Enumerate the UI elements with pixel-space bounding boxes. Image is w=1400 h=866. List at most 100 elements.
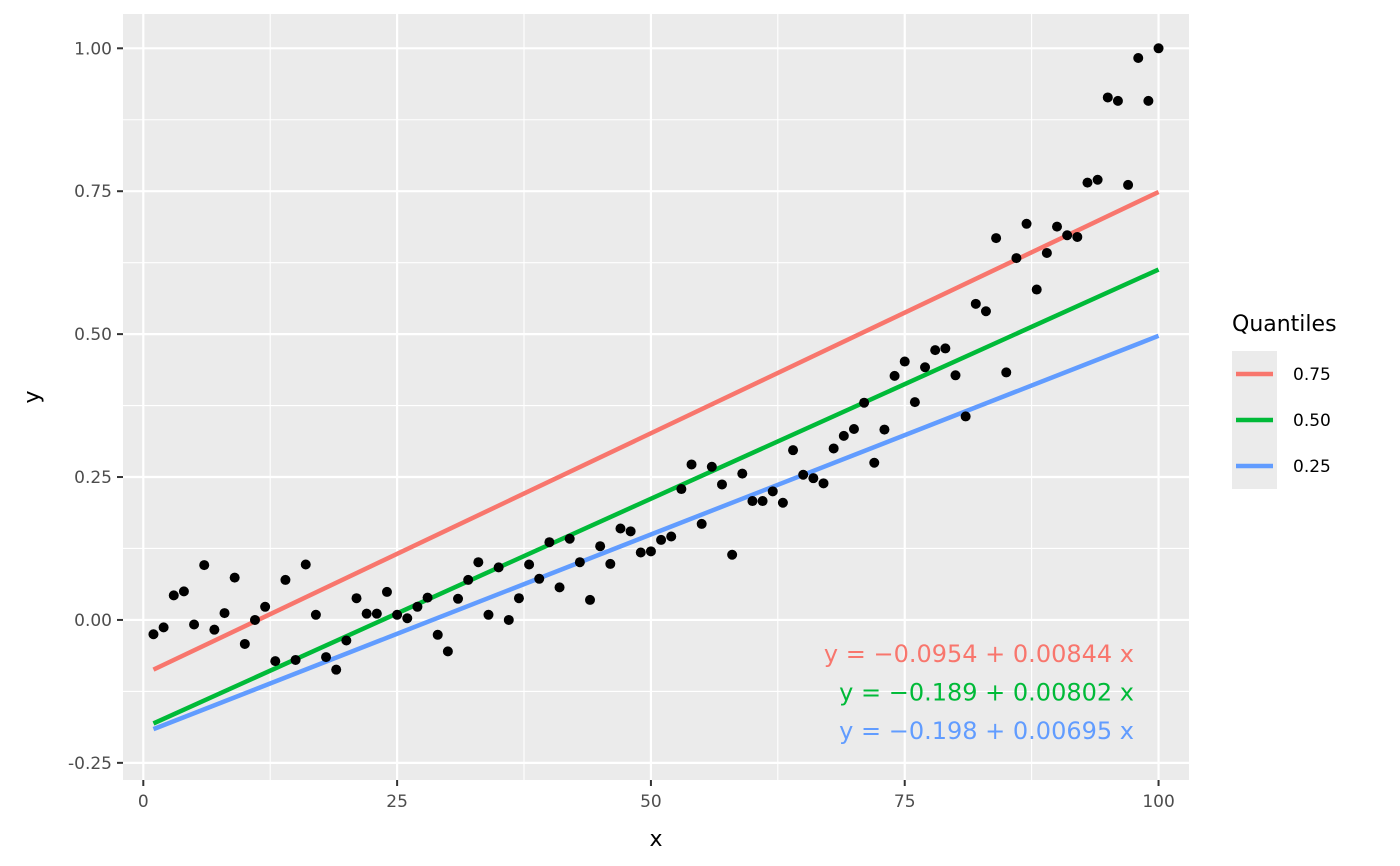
data-point	[310, 609, 321, 620]
data-point	[828, 443, 839, 454]
data-point	[178, 586, 189, 597]
y-axis-title: y	[20, 390, 45, 403]
legend-title: Quantiles	[1232, 312, 1337, 337]
data-point	[392, 609, 403, 620]
data-point	[402, 613, 413, 624]
data-point	[635, 547, 646, 558]
data-point	[371, 608, 382, 619]
x-tick-label: 100	[1142, 792, 1174, 812]
data-point	[249, 614, 260, 625]
data-point	[656, 534, 667, 545]
data-point	[219, 608, 230, 619]
data-point	[605, 558, 616, 569]
data-point	[818, 478, 829, 489]
data-point	[970, 298, 981, 309]
minor-gridlines	[123, 14, 1189, 780]
data-point	[645, 546, 656, 557]
data-point	[1052, 221, 1063, 232]
equation-labels: y = −0.0954 + 0.00844 x y = −0.189 + 0.00…	[824, 640, 1134, 745]
data-point	[1041, 247, 1052, 258]
data-point	[706, 461, 717, 472]
data-point	[696, 518, 707, 529]
data-point	[1072, 231, 1083, 242]
data-point	[676, 484, 687, 495]
quantile-line-0.75	[152, 189, 1160, 672]
data-point	[889, 370, 900, 381]
data-point	[625, 526, 636, 537]
data-point	[615, 523, 626, 534]
data-point	[737, 468, 748, 479]
data-point	[1082, 177, 1093, 188]
x-axis-title: x	[649, 827, 662, 852]
data-point	[747, 496, 758, 507]
data-point	[879, 424, 890, 435]
data-point	[239, 638, 250, 649]
data-point	[493, 562, 504, 573]
data-point	[503, 614, 514, 625]
data-point	[564, 533, 575, 544]
data-point	[757, 496, 768, 507]
data-point	[920, 362, 931, 373]
data-point	[838, 430, 849, 441]
data-point	[1143, 95, 1154, 106]
data-point	[290, 654, 301, 665]
legend-label: 0.50	[1293, 411, 1331, 431]
data-point	[727, 549, 738, 560]
data-point	[1031, 284, 1042, 295]
quantile-line-0.25	[152, 333, 1160, 732]
data-point	[412, 601, 423, 612]
data-point	[595, 541, 606, 552]
quantile-lines	[152, 189, 1160, 732]
data-point	[351, 593, 362, 604]
data-point	[483, 609, 494, 620]
data-points	[148, 43, 1164, 675]
x-tick-label: 50	[640, 792, 662, 812]
data-point	[1133, 53, 1144, 64]
legend-entries: 0.75 0.50 0.25	[1232, 351, 1331, 489]
data-point	[280, 574, 291, 585]
data-point	[950, 370, 961, 381]
data-point	[869, 457, 880, 468]
legend-label: 0.25	[1293, 457, 1331, 477]
equation-label: y = −0.198 + 0.00695 x	[839, 717, 1134, 745]
legend: Quantiles 0.75 0.50 0.25	[1232, 312, 1337, 489]
data-point	[524, 559, 535, 570]
data-point	[1112, 95, 1123, 106]
data-point	[270, 656, 281, 667]
data-point	[229, 572, 240, 583]
data-point	[442, 646, 453, 657]
legend-label: 0.75	[1293, 365, 1331, 385]
data-point	[788, 445, 799, 456]
data-point	[1153, 43, 1164, 54]
data-point	[534, 573, 545, 584]
data-point	[585, 594, 596, 605]
data-point	[930, 345, 941, 356]
data-point	[381, 586, 392, 597]
x-tick-label: 75	[894, 792, 916, 812]
y-tick-label: -0.25	[68, 754, 112, 774]
data-point	[361, 608, 372, 619]
data-point	[767, 486, 778, 497]
x-axis-ticks: 0 25 50 75 100	[138, 780, 1175, 812]
data-point	[453, 593, 464, 604]
data-point	[260, 601, 271, 612]
data-point	[980, 306, 991, 317]
data-point	[777, 497, 788, 508]
y-tick-label: 0.50	[74, 325, 112, 345]
data-point	[1123, 179, 1134, 190]
data-point	[960, 411, 971, 422]
data-point	[686, 459, 697, 470]
x-tick-label: 0	[138, 792, 149, 812]
y-tick-label: 0.75	[74, 182, 112, 202]
data-point	[321, 652, 332, 663]
equation-label: y = −0.189 + 0.00802 x	[839, 679, 1134, 707]
data-point	[1001, 367, 1012, 378]
data-point	[1102, 92, 1113, 103]
x-tick-label: 25	[386, 792, 408, 812]
data-point	[859, 397, 870, 408]
data-point	[513, 593, 524, 604]
y-tick-label: 0.25	[74, 468, 112, 488]
data-point	[300, 559, 311, 570]
y-axis-ticks: -0.25 0.00 0.25 0.50 0.75 1.00	[68, 39, 123, 774]
